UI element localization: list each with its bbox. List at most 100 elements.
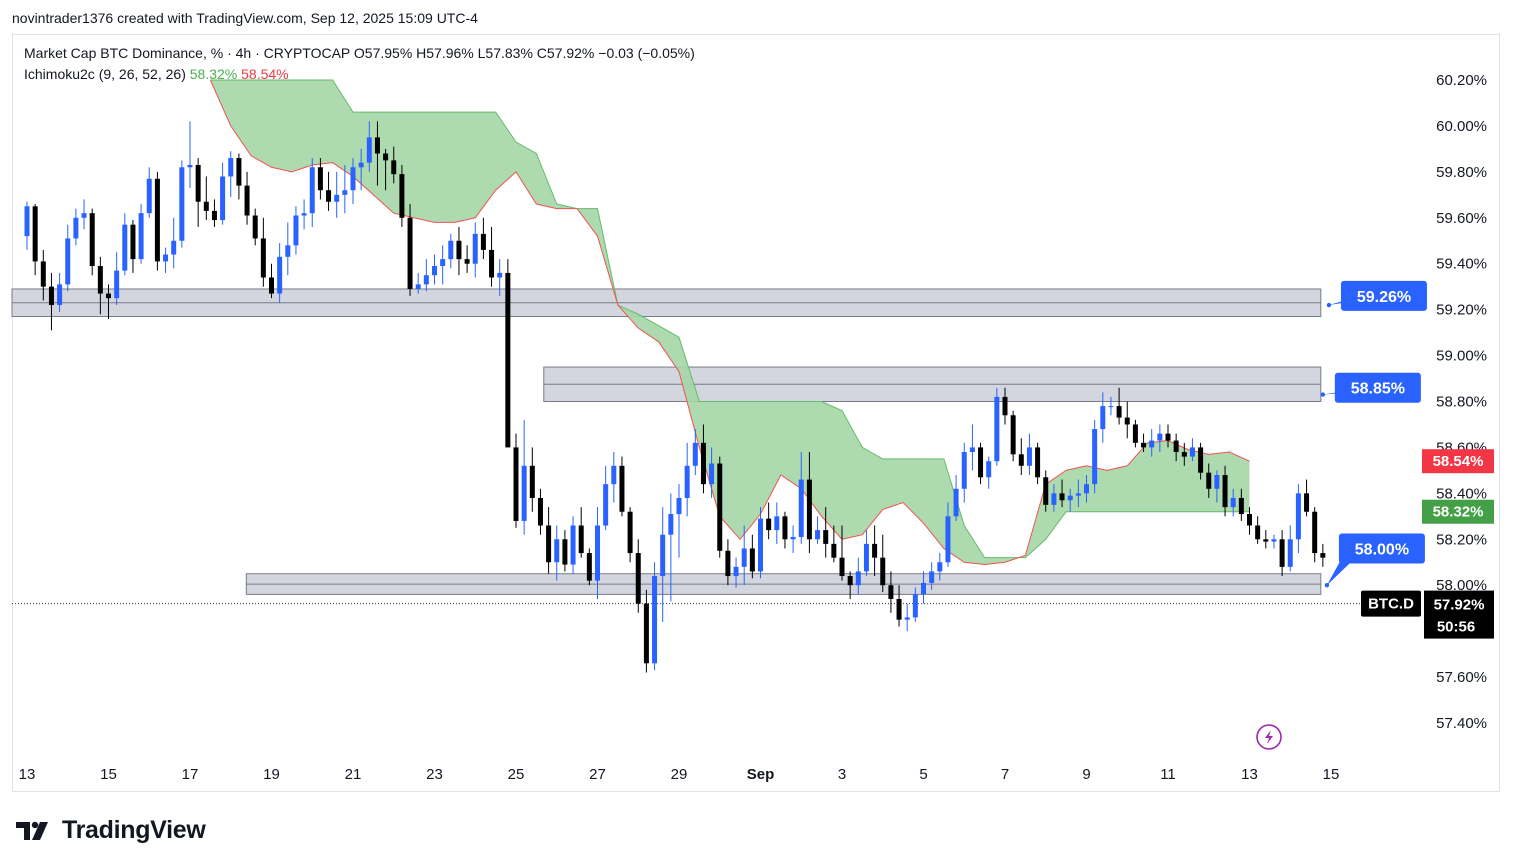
candle-body[interactable]: [269, 277, 274, 294]
candle-body[interactable]: [709, 463, 715, 485]
candle-body[interactable]: [595, 525, 600, 581]
candle-body[interactable]: [464, 259, 470, 264]
candle-body[interactable]: [929, 571, 935, 583]
candle-body[interactable]: [692, 442, 698, 466]
candle-body[interactable]: [1295, 493, 1301, 540]
candle-body[interactable]: [1206, 472, 1212, 489]
candle-body[interactable]: [774, 516, 780, 531]
candle-body[interactable]: [350, 167, 356, 191]
candle-body[interactable]: [1149, 440, 1155, 448]
candle-body[interactable]: [668, 514, 674, 535]
candle-body[interactable]: [627, 511, 633, 554]
candle-body[interactable]: [48, 286, 54, 306]
candle-body[interactable]: [961, 452, 967, 489]
candle-body[interactable]: [228, 158, 234, 177]
candle-body[interactable]: [1214, 474, 1220, 489]
candle-body[interactable]: [252, 215, 258, 239]
candle-body[interactable]: [1157, 433, 1163, 441]
candle-body[interactable]: [603, 484, 609, 526]
candle-body[interactable]: [660, 534, 666, 577]
candle-body[interactable]: [1247, 514, 1252, 526]
candle-body[interactable]: [1100, 406, 1106, 430]
tradingview-logo[interactable]: TradingView: [14, 816, 206, 845]
candle-body[interactable]: [978, 447, 984, 478]
indicator-legend[interactable]: Ichimoku2c (9, 26, 52, 26) 58.32% 58.54%: [24, 66, 289, 82]
candle-body[interactable]: [97, 266, 103, 294]
candle-body[interactable]: [717, 463, 723, 551]
candle-body[interactable]: [1279, 539, 1285, 567]
candle-body[interactable]: [546, 525, 552, 563]
candle-body[interactable]: [1084, 484, 1089, 494]
candle-body[interactable]: [863, 543, 869, 572]
candle-body[interactable]: [122, 224, 128, 271]
candle-body[interactable]: [986, 461, 992, 478]
candle-body[interactable]: [1035, 447, 1041, 478]
candle-body[interactable]: [423, 275, 429, 285]
candle-body[interactable]: [179, 167, 185, 241]
candle-body[interactable]: [798, 479, 804, 537]
candle-body[interactable]: [521, 465, 527, 521]
candle-body[interactable]: [1320, 553, 1326, 558]
candle-body[interactable]: [652, 576, 658, 664]
candle-body[interactable]: [57, 284, 63, 306]
candle-body[interactable]: [921, 582, 926, 595]
candle-body[interactable]: [1043, 477, 1049, 505]
candle-body[interactable]: [643, 603, 649, 664]
candle-body[interactable]: [619, 465, 625, 512]
candle-body[interactable]: [586, 553, 592, 581]
candle-body[interactable]: [366, 137, 372, 163]
candle-body[interactable]: [782, 516, 788, 540]
candle-body[interactable]: [684, 465, 690, 498]
candle-body[interactable]: [432, 266, 437, 276]
candle-body[interactable]: [896, 598, 902, 620]
candle-body[interactable]: [277, 256, 283, 294]
candle-body[interactable]: [823, 530, 829, 544]
candle-body[interactable]: [831, 543, 837, 558]
candle-body[interactable]: [1263, 539, 1269, 542]
candle-body[interactable]: [81, 213, 87, 218]
candle-body[interactable]: [448, 240, 454, 260]
candle-body[interactable]: [945, 516, 951, 563]
candle-body[interactable]: [741, 548, 747, 567]
candle-body[interactable]: [766, 518, 772, 531]
candle-body[interactable]: [969, 447, 975, 453]
symbol-legend[interactable]: Market Cap BTC Dominance, % · 4h · CRYPT…: [24, 45, 695, 61]
candle-body[interactable]: [513, 447, 519, 521]
candle-body[interactable]: [358, 162, 364, 168]
candle-body[interactable]: [1189, 447, 1195, 457]
candle-body[interactable]: [554, 539, 560, 563]
candle-body[interactable]: [171, 240, 177, 255]
candle-body[interactable]: [758, 518, 763, 572]
candle-body[interactable]: [480, 233, 486, 250]
candle-body[interactable]: [440, 259, 446, 267]
candle-body[interactable]: [1108, 406, 1114, 408]
candle-body[interactable]: [187, 164, 193, 168]
candle-body[interactable]: [1059, 493, 1065, 501]
candle-body[interactable]: [815, 530, 821, 540]
candle-body[interactable]: [32, 206, 38, 262]
candle-body[interactable]: [1141, 442, 1147, 448]
candle-body[interactable]: [203, 201, 209, 211]
candle-body[interactable]: [847, 576, 853, 586]
candle-body[interactable]: [994, 396, 1000, 462]
candle-body[interactable]: [106, 293, 111, 299]
candle-body[interactable]: [130, 224, 136, 260]
candle-body[interactable]: [912, 594, 918, 618]
candle-body[interactable]: [220, 176, 226, 221]
candle-body[interactable]: [114, 270, 120, 299]
candle-body[interactable]: [399, 174, 405, 218]
candle-body[interactable]: [1002, 396, 1008, 416]
candle-body[interactable]: [472, 233, 478, 264]
candle-body[interactable]: [1198, 447, 1204, 473]
candle-body[interactable]: [415, 284, 421, 289]
candle-body[interactable]: [138, 213, 144, 260]
candle-body[interactable]: [1026, 447, 1032, 466]
candle-body[interactable]: [578, 525, 584, 554]
candle-body[interactable]: [407, 217, 413, 289]
candle-body[interactable]: [309, 167, 315, 214]
candle-body[interactable]: [505, 272, 511, 448]
candle-body[interactable]: [562, 539, 568, 565]
candle-body[interactable]: [888, 585, 894, 599]
candle-body[interactable]: [244, 185, 250, 216]
